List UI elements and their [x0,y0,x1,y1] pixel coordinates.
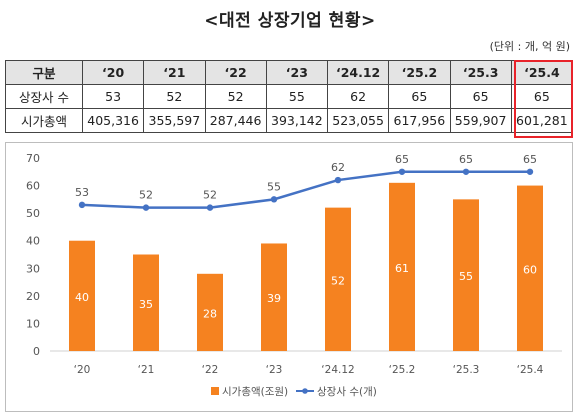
y-tick-label: 50 [26,207,40,220]
table-row-market-cap: 시가총액 405,316 355,597 287,446 393,142 523… [5,108,574,133]
bar-data-label: 61 [395,262,409,275]
line-data-label: 65 [395,153,409,166]
line-data-label: 52 [203,189,217,202]
bar-data-label: 60 [523,263,537,276]
row-label: 시가총액 [5,108,83,133]
y-tick-label: 60 [26,180,40,193]
col-header: ‘25.4 [510,60,574,85]
col-header: ‘24.12 [326,60,390,85]
bar [197,273,223,351]
bar [453,199,479,351]
bar [133,254,159,351]
table-cell: 287,446 [204,108,267,133]
bar-data-label: 55 [459,270,473,283]
x-tick-label: ‘24.12 [321,364,354,376]
bar-data-label: 52 [331,274,345,287]
table-header-row: 구분 ‘20 ‘21 ‘22 ‘23 ‘24.12 ‘25.2 ‘25.3 ‘2… [5,60,574,85]
bar [261,243,287,351]
y-tick-label: 40 [26,235,40,248]
table-header-label: 구분 [5,60,83,85]
x-tick-label: ‘21 [138,364,155,376]
line-point [334,176,342,184]
combo-chart: 0 10 20 30 40 50 60 70 40 35 28 39 52 61 55 60 53 52 52 55 6… [26,152,562,398]
unit-note: (단위 : 개, 억 원) [489,40,570,53]
line-point [206,204,214,211]
line-point [78,201,86,209]
col-header: ‘25.3 [449,60,512,85]
bar [69,240,95,351]
line-data-label: 53 [75,186,89,199]
legend-label-bar: 시가총액(조원) [222,386,288,398]
table-cell: 393,142 [265,108,329,133]
table-cell: 601,281 [510,108,574,133]
table-row-companies: 상장사 수 53 52 52 55 62 65 65 65 [5,84,574,109]
y-tick-label: 70 [26,152,40,165]
table-cell: 65 [510,84,574,109]
col-header: ‘21 [143,60,206,85]
x-tick-label: ‘20 [74,364,91,376]
page-title: <대전 상장기업 현황> [204,11,376,31]
table-cell: 65 [449,84,512,109]
bar-data-label: 39 [267,292,281,305]
table-cell: 617,956 [388,108,451,133]
data-table: 구분 ‘20 ‘21 ‘22 ‘23 ‘24.12 ‘25.2 ‘25.3 ‘2… [5,60,574,133]
x-tick-label: ‘25.2 [389,364,416,376]
table-cell: 405,316 [81,108,145,133]
line-point [398,168,406,175]
line-data-label: 65 [459,153,473,166]
table-cell: 62 [326,84,390,109]
line-point [462,168,470,175]
table-cell: 55 [265,84,329,109]
chart-frame: 0 10 20 30 40 50 60 70 40 35 28 39 52 61 55 60 53 52 52 55 6… [5,142,573,412]
legend-swatch-bar [211,387,219,395]
bar-data-label: 40 [75,291,89,304]
x-tick-label: ‘25.4 [517,364,544,376]
y-tick-label: 10 [26,317,40,330]
line-point [142,204,150,211]
legend-label-line: 상장사 수(개) [317,386,377,398]
col-header: ‘20 [81,60,145,85]
line-data-label: 52 [139,189,153,202]
y-tick-label: 30 [26,262,40,275]
bar-data-label: 35 [139,298,153,311]
x-tick-label: ‘25.3 [453,364,480,376]
y-tick-label: 20 [26,290,40,303]
col-header: ‘25.2 [388,60,451,85]
table-cell: 53 [81,84,145,109]
line-data-label: 55 [267,180,281,193]
bar [325,207,351,351]
legend-marker-line [302,388,308,394]
y-tick-label: 0 [33,345,40,358]
line-data-label: 62 [331,161,345,174]
line-data-label: 65 [523,153,537,166]
bar [389,182,415,351]
table-cell: 559,907 [449,108,512,133]
x-tick-label: ‘22 [202,364,219,376]
table-cell: 523,055 [326,108,390,133]
line-point [270,196,278,203]
row-label: 상장사 수 [5,84,83,109]
table-cell: 52 [204,84,267,109]
bar [517,185,543,351]
table-cell: 52 [143,84,206,109]
x-tick-label: ‘23 [266,364,283,376]
table-cell: 65 [388,84,451,109]
line-point [526,168,534,175]
bar-data-label: 28 [203,307,217,320]
col-header: ‘22 [204,60,267,85]
line-series [81,170,530,209]
table-cell: 355,597 [143,108,206,133]
col-header: ‘23 [265,60,329,85]
